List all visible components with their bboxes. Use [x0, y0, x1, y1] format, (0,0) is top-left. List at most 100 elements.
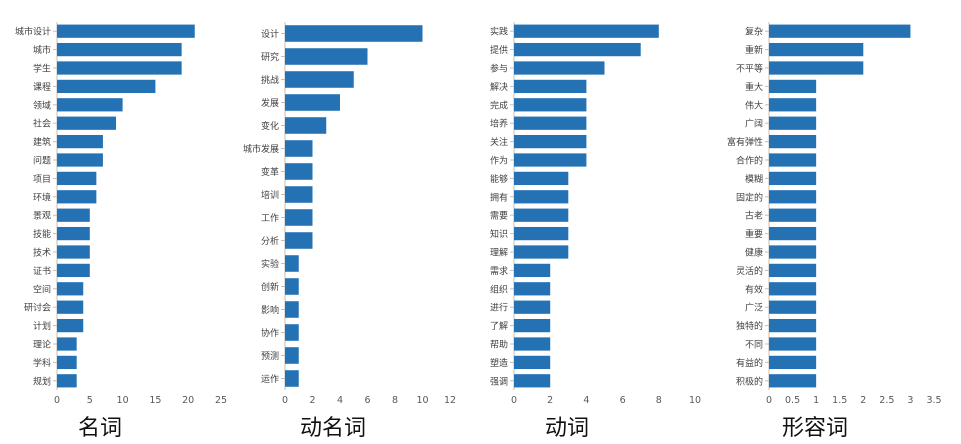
nouns-category-label: 项目	[33, 174, 51, 185]
nouns-bar	[57, 153, 103, 167]
verbs-category-label: 强调	[490, 376, 508, 387]
adjectives-category-label: 复杂	[745, 26, 763, 38]
adjectives-category-label: 不平等	[736, 63, 763, 75]
adjectives-x-tick-label: 1.5	[832, 395, 847, 406]
adjectives-x-tick-label: 2.5	[879, 395, 894, 406]
gerunds-category-label: 预测	[261, 351, 279, 362]
gerunds-x-tick-label: 12	[444, 395, 456, 406]
gerunds-bar	[285, 232, 313, 249]
adjectives-bar	[769, 226, 817, 241]
gerunds-bar	[285, 71, 354, 88]
adjectives-bar	[769, 42, 864, 57]
gerunds-category-label: 培训	[261, 189, 279, 201]
verbs-category-label: 拥有	[490, 191, 508, 203]
nouns-category-label: 领域	[33, 99, 51, 111]
nouns-bar	[57, 79, 156, 94]
verbs-category-label: 完成	[490, 99, 508, 111]
gerunds-x-tick-label: 2	[309, 395, 315, 406]
gerunds-bar	[285, 163, 313, 180]
chart-title-nouns: 名词	[77, 416, 122, 441]
nouns-bar	[57, 226, 90, 241]
adjectives-bar	[769, 171, 817, 186]
nouns-x-tick-label: 5	[87, 395, 93, 406]
adjectives-x-tick-label: 3.5	[926, 395, 941, 406]
verbs-x-tick-label: 6	[620, 395, 626, 406]
adjectives-bar	[769, 282, 817, 296]
gerunds-category-label: 设计	[261, 28, 279, 40]
nouns-bar	[57, 98, 123, 112]
adjectives-category-label: 古老	[745, 210, 763, 222]
adjectives-category-label: 固定的	[736, 191, 763, 203]
verbs-category-label: 作为	[490, 155, 508, 167]
gerunds-bar	[285, 140, 313, 157]
verbs-bar	[514, 355, 551, 370]
adjectives-category-label: 模糊	[745, 173, 763, 185]
adjectives-bar	[769, 134, 817, 149]
verbs-category-label: 提供	[490, 44, 508, 56]
nouns-x-tick-label: 25	[215, 395, 227, 406]
gerunds-bar	[285, 347, 299, 364]
adjectives-bar	[769, 263, 817, 278]
nouns-category-label: 学生	[33, 63, 51, 75]
adjectives-bar	[769, 24, 911, 38]
adjectives-category-label: 重新	[745, 44, 763, 56]
verbs-bar	[514, 134, 587, 149]
nouns-bar	[57, 134, 103, 149]
nouns-bar	[57, 374, 77, 388]
gerunds-category-label: 研究	[261, 51, 279, 63]
adjectives-bar	[769, 337, 817, 351]
nouns-category-label: 空间	[33, 283, 51, 295]
gerunds-category-label: 影响	[261, 304, 279, 316]
nouns-bar	[57, 116, 117, 130]
gerunds-category-label: 实验	[261, 258, 279, 270]
adjectives-category-label: 重要	[745, 228, 763, 240]
adjectives-x-tick-label: 0	[766, 395, 772, 406]
nouns-category-label: 证书	[33, 266, 51, 277]
adjectives-category-label: 广阔	[745, 118, 763, 130]
gerunds-bar	[285, 324, 299, 341]
verbs-bar	[514, 208, 569, 222]
chart-title-adjectives: 形容词	[781, 416, 848, 441]
gerunds-category-label: 工作	[261, 212, 279, 224]
adjectives-category-label: 独特的	[736, 320, 763, 332]
verbs-x-tick-label: 10	[689, 395, 701, 406]
verbs-x-tick-label: 2	[547, 395, 553, 406]
verbs-category-label: 参与	[490, 63, 508, 75]
nouns-x-tick-label: 15	[149, 395, 161, 406]
adjectives-category-label: 伟大	[745, 99, 763, 111]
verbs-x-tick-label: 0	[511, 395, 517, 406]
gerunds-bar	[285, 370, 299, 387]
gerunds-category-label: 分析	[261, 235, 279, 247]
verbs-bar	[514, 98, 587, 112]
verbs-category-label: 知识	[490, 228, 508, 240]
verbs-category-label: 能够	[490, 173, 508, 185]
verbs-bar	[514, 190, 569, 204]
nouns-category-label: 社会	[33, 118, 51, 130]
adjectives-bar	[769, 79, 817, 94]
adjectives-bar	[769, 300, 817, 314]
verbs-bar	[514, 337, 551, 351]
adjectives-category-label: 重大	[745, 81, 763, 93]
gerunds-bar	[285, 278, 299, 295]
adjectives-category-label: 有益的	[736, 357, 763, 369]
nouns-bar	[57, 190, 97, 204]
adjectives-category-label: 积极的	[736, 375, 763, 387]
gerunds-bar	[285, 94, 340, 111]
chart-title-verbs: 动词	[544, 416, 589, 441]
nouns-category-label: 技术	[33, 247, 51, 259]
verbs-category-label: 理解	[490, 247, 508, 259]
nouns-category-label: 环境	[33, 191, 51, 203]
nouns-bar	[57, 171, 97, 186]
nouns-x-tick-label: 10	[117, 395, 129, 406]
verbs-bar	[514, 263, 551, 278]
verbs-category-label: 进行	[490, 302, 508, 314]
nouns-bar	[57, 24, 195, 38]
adjectives-category-label: 健康	[745, 247, 763, 259]
gerunds-category-label: 城市发展	[243, 143, 279, 155]
gerunds-category-label: 协作	[261, 327, 279, 339]
nouns-category-label: 景观	[33, 211, 51, 222]
verbs-bar	[514, 226, 569, 241]
adjectives-bar	[769, 245, 817, 259]
nouns-bar	[57, 263, 90, 278]
